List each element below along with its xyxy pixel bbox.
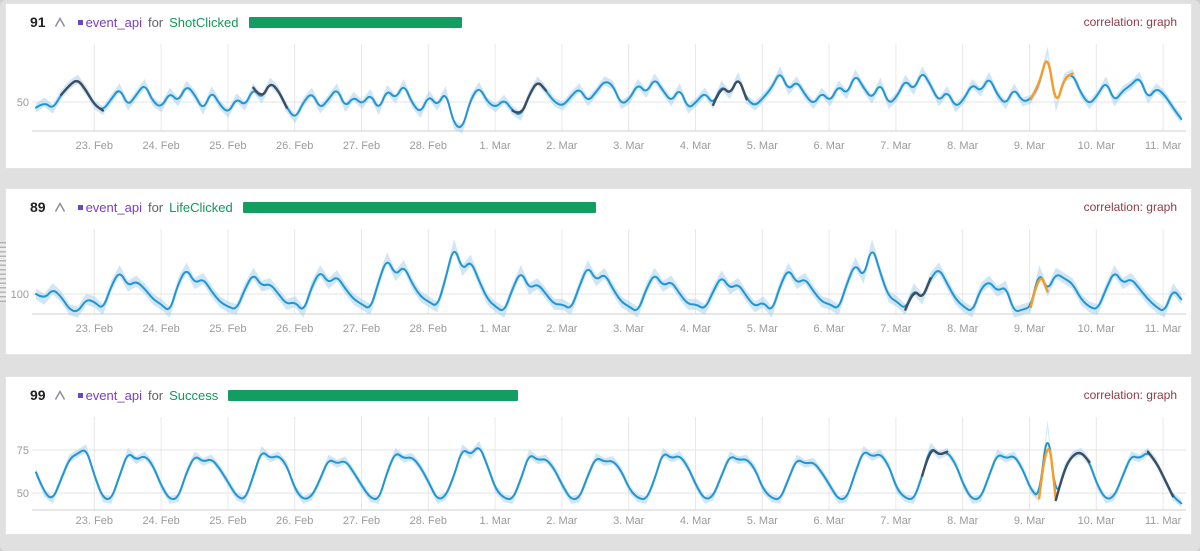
duration-bar [248, 16, 462, 28]
svg-text:3. Mar: 3. Mar [613, 323, 645, 335]
correlation-link[interactable]: correlation: graph [1083, 388, 1177, 402]
for-label: for [147, 14, 164, 30]
anomaly-score: 99 [30, 387, 46, 403]
svg-text:7. Mar: 7. Mar [880, 140, 912, 152]
anomaly-score: 89 [30, 199, 46, 215]
svg-text:4. Mar: 4. Mar [680, 323, 712, 335]
svg-text:50: 50 [17, 97, 29, 109]
for-label: for [147, 199, 164, 215]
correlation-link[interactable]: correlation: graph [1083, 200, 1177, 214]
svg-text:28. Feb: 28. Feb [410, 323, 447, 335]
event-name[interactable]: LifeClicked [169, 199, 233, 215]
metric-name[interactable]: event_api [77, 15, 142, 30]
svg-text:23. Feb: 23. Feb [76, 515, 113, 527]
svg-text:1. Mar: 1. Mar [480, 515, 512, 527]
svg-text:28. Feb: 28. Feb [410, 140, 447, 152]
svg-text:26. Feb: 26. Feb [276, 323, 313, 335]
svg-text:8. Mar: 8. Mar [947, 140, 979, 152]
svg-text:24. Feb: 24. Feb [142, 515, 179, 527]
svg-text:6. Mar: 6. Mar [814, 323, 846, 335]
svg-text:7. Mar: 7. Mar [880, 515, 912, 527]
svg-text:75: 75 [17, 445, 29, 457]
svg-text:23. Feb: 23. Feb [76, 323, 113, 335]
metric-bullet-icon [77, 204, 83, 210]
svg-text:100: 100 [11, 289, 29, 301]
svg-text:4. Mar: 4. Mar [680, 515, 712, 527]
timeseries-chart[interactable]: 23. Feb 24. Feb 25. Feb 26. Feb 27. Feb 28. F… [6, 38, 1191, 166]
svg-text:3. Mar: 3. Mar [613, 515, 645, 527]
svg-text:24. Feb: 24. Feb [142, 140, 179, 152]
anomaly-panel-success: 99 event_api for Success correlation: gr… [5, 376, 1192, 535]
metric-name[interactable]: event_api [77, 200, 142, 215]
svg-text:5. Mar: 5. Mar [747, 515, 779, 527]
svg-text:25. Feb: 25. Feb [209, 140, 246, 152]
svg-text:26. Feb: 26. Feb [276, 140, 313, 152]
svg-text:5. Mar: 5. Mar [747, 140, 779, 152]
svg-text:9. Mar: 9. Mar [1014, 140, 1046, 152]
svg-text:24. Feb: 24. Feb [142, 323, 179, 335]
svg-text:1. Mar: 1. Mar [480, 140, 512, 152]
svg-text:27. Feb: 27. Feb [343, 515, 380, 527]
svg-text:26. Feb: 26. Feb [276, 515, 313, 527]
svg-text:23. Feb: 23. Feb [76, 140, 113, 152]
spike-up-icon [54, 201, 66, 213]
svg-text:27. Feb: 27. Feb [343, 323, 380, 335]
anomaly-score: 91 [30, 14, 46, 30]
duration-bar [228, 389, 519, 401]
panel-header: 99 event_api for Success correlation: gr… [6, 377, 1191, 411]
panel-header: 89 event_api for LifeClicked correlation… [6, 189, 1191, 223]
anomaly-panel-shotclicked: 91 event_api for ShotClicked correlation… [5, 3, 1192, 169]
svg-text:28. Feb: 28. Feb [410, 515, 447, 527]
svg-text:9. Mar: 9. Mar [1014, 323, 1046, 335]
svg-text:10. Mar: 10. Mar [1078, 515, 1116, 527]
spike-up-icon [54, 16, 66, 28]
event-name[interactable]: ShotClicked [169, 14, 239, 30]
svg-text:8. Mar: 8. Mar [947, 323, 979, 335]
svg-text:3. Mar: 3. Mar [613, 140, 645, 152]
svg-text:1. Mar: 1. Mar [480, 323, 512, 335]
svg-text:11. Mar: 11. Mar [1145, 515, 1182, 527]
correlation-link[interactable]: correlation: graph [1083, 15, 1177, 29]
spike-up-icon [54, 389, 66, 401]
svg-text:4. Mar: 4. Mar [680, 140, 712, 152]
scroll-grip[interactable] [0, 242, 6, 302]
svg-text:8. Mar: 8. Mar [947, 515, 979, 527]
event-name[interactable]: Success [169, 387, 219, 403]
timeseries-chart[interactable]: 23. Feb 24. Feb 25. Feb 26. Feb 27. Feb 28. F… [6, 411, 1191, 536]
svg-text:5. Mar: 5. Mar [747, 323, 779, 335]
duration-bar [242, 201, 596, 213]
svg-text:6. Mar: 6. Mar [814, 515, 846, 527]
svg-text:2. Mar: 2. Mar [546, 323, 578, 335]
svg-text:50: 50 [17, 488, 29, 500]
svg-text:7. Mar: 7. Mar [880, 323, 912, 335]
panel-header: 91 event_api for ShotClicked correlation… [6, 4, 1191, 38]
svg-text:11. Mar: 11. Mar [1145, 323, 1182, 335]
svg-text:9. Mar: 9. Mar [1014, 515, 1046, 527]
anomaly-panel-lifeclicked: 89 event_api for LifeClicked correlation… [5, 188, 1192, 355]
metric-name[interactable]: event_api [77, 388, 142, 403]
svg-text:27. Feb: 27. Feb [343, 140, 380, 152]
timeseries-chart[interactable]: 23. Feb 24. Feb 25. Feb 26. Feb 27. Feb 28. F… [6, 223, 1191, 356]
svg-text:2. Mar: 2. Mar [546, 140, 578, 152]
svg-text:2. Mar: 2. Mar [546, 515, 578, 527]
svg-text:25. Feb: 25. Feb [209, 515, 246, 527]
svg-text:10. Mar: 10. Mar [1078, 140, 1116, 152]
for-label: for [147, 387, 164, 403]
svg-text:10. Mar: 10. Mar [1078, 323, 1116, 335]
svg-text:11. Mar: 11. Mar [1145, 140, 1182, 152]
metric-bullet-icon [77, 19, 83, 25]
metric-bullet-icon [77, 392, 83, 398]
svg-text:25. Feb: 25. Feb [209, 323, 246, 335]
svg-text:6. Mar: 6. Mar [814, 140, 846, 152]
